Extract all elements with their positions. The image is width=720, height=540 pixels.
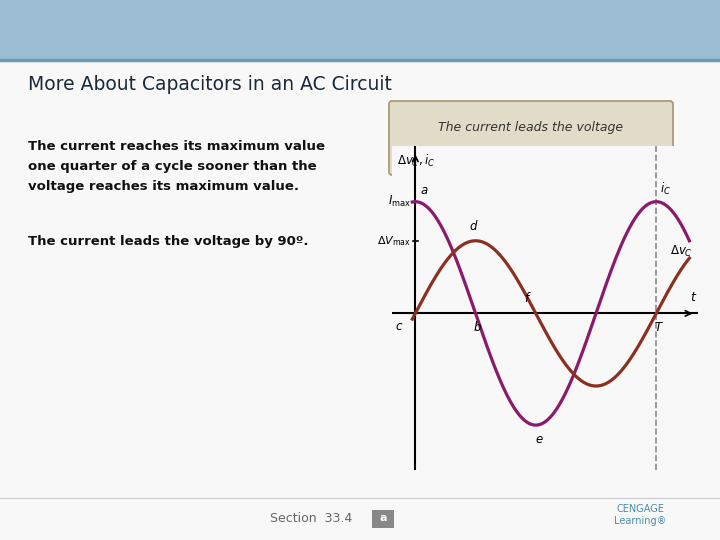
Text: $I_{\mathrm{max}}$: $I_{\mathrm{max}}$ [388, 194, 411, 209]
Text: The current leads the voltage by 90º.: The current leads the voltage by 90º. [28, 235, 308, 248]
Text: a: a [379, 513, 387, 523]
FancyBboxPatch shape [372, 510, 394, 528]
Text: Section  33.4: Section 33.4 [270, 511, 352, 524]
Text: $\Delta v_C$: $\Delta v_C$ [670, 244, 693, 259]
Text: $i_C$: $i_C$ [660, 181, 672, 197]
Text: c: c [395, 320, 402, 333]
Text: b: b [474, 321, 481, 334]
Text: $\Delta v_C, i_C$: $\Delta v_C, i_C$ [397, 152, 436, 168]
Text: a: a [420, 184, 428, 197]
Text: by one-fourth of a cycle.: by one-fourth of a cycle. [454, 146, 608, 159]
Bar [0, 0, 720, 60]
Text: CENGAGE
Learning®: CENGAGE Learning® [614, 504, 666, 526]
Text: T: T [654, 321, 662, 334]
Text: The current reaches its maximum value
one quarter of a cycle sooner than the
vol: The current reaches its maximum value on… [28, 140, 325, 193]
Text: More About Capacitors in an AC Circuit: More About Capacitors in an AC Circuit [28, 75, 392, 94]
Text: e: e [535, 433, 542, 446]
Text: f: f [523, 292, 528, 305]
Text: $\Delta V_{\mathrm{max}}$: $\Delta V_{\mathrm{max}}$ [377, 234, 411, 248]
Text: The current leads the voltage: The current leads the voltage [438, 122, 624, 134]
Text: $t$: $t$ [690, 292, 697, 305]
FancyBboxPatch shape [389, 101, 673, 175]
Text: d: d [469, 220, 477, 233]
